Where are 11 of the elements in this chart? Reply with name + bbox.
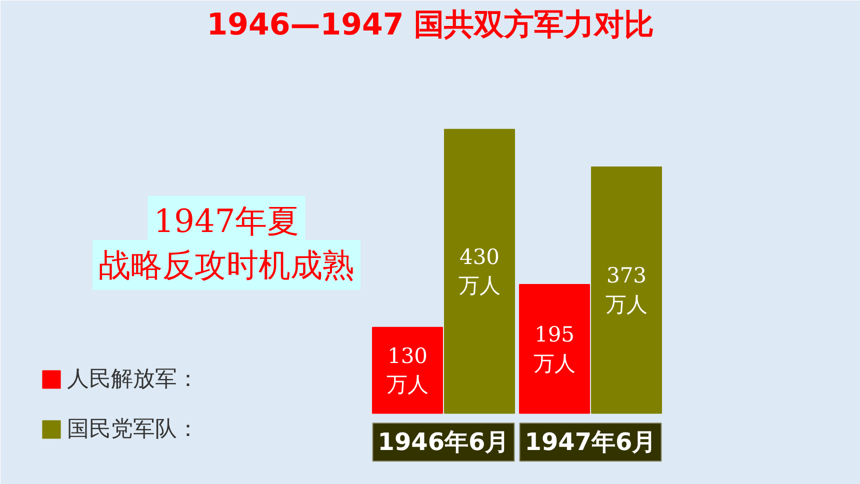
x-tick-label: 1946年6月 <box>378 428 510 456</box>
data-label: 130 万人 <box>386 344 428 397</box>
data-label: 430 万人 <box>458 244 500 298</box>
legend-label: 人民解放军： <box>67 366 199 394</box>
legend-label: 国民党军队： <box>67 416 199 444</box>
chart-title: 1946—1947 国共双方军力对比 <box>206 8 654 42</box>
text: 战略反攻时机成熟 <box>98 246 354 284</box>
data-label: 195 万人 <box>534 322 576 376</box>
x-tick-label: 1947年6月 <box>524 428 656 456</box>
data-label: 373 万人 <box>606 264 648 317</box>
text: 1947年夏 <box>154 202 300 240</box>
